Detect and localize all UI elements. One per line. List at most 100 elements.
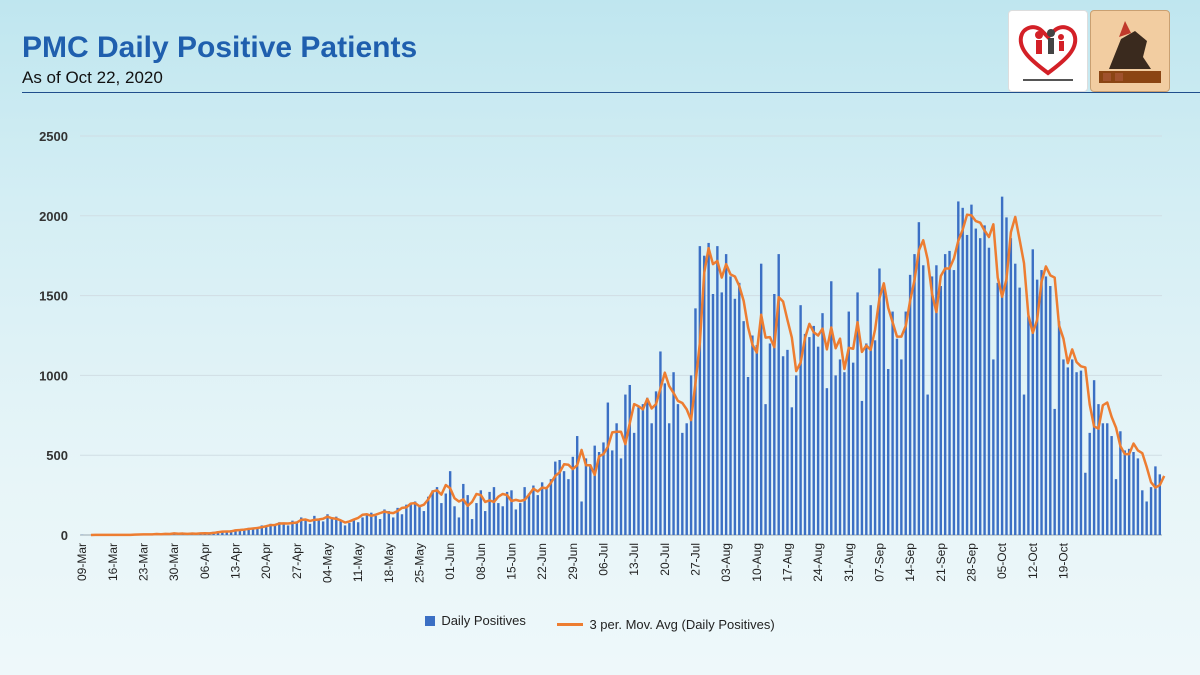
bar: [716, 246, 719, 535]
bar: [527, 493, 531, 535]
bar: [869, 305, 872, 535]
bar: [444, 493, 447, 535]
bar: [654, 391, 658, 535]
bar: [286, 525, 290, 535]
bar: [278, 522, 281, 535]
bar: [935, 265, 938, 535]
bar: [755, 345, 759, 535]
y-tick-label: 0: [61, 528, 68, 543]
bar: [580, 501, 583, 535]
bar: [711, 294, 715, 535]
y-tick-label: 2500: [39, 129, 68, 144]
bar: [330, 517, 334, 535]
bar: [418, 506, 421, 535]
bar: [304, 519, 307, 535]
y-tick-label: 500: [46, 448, 68, 463]
x-tick-label: 23-Mar: [137, 543, 151, 581]
legend-label-bars: Daily Positives: [441, 613, 526, 628]
bar: [917, 222, 921, 535]
bar: [724, 254, 728, 535]
bar: [847, 311, 850, 535]
legend-bar-swatch: [425, 615, 436, 626]
bar: [256, 527, 259, 535]
chart-legend: Daily Positives 3 per. Mov. Avg (Daily P…: [0, 613, 1200, 632]
bar: [400, 514, 404, 535]
bar: [365, 514, 369, 535]
x-tick-label: 06-Apr: [198, 543, 212, 579]
bar: [1070, 359, 1074, 535]
health-department-logo-icon: [1018, 25, 1078, 81]
bar: [440, 503, 443, 535]
bar: [672, 372, 675, 535]
x-tick-label: 01-Jun: [443, 543, 457, 580]
bar: [1066, 367, 1070, 535]
bar: [611, 450, 614, 535]
bar: [326, 514, 329, 535]
bar: [707, 242, 710, 535]
bar: [615, 423, 618, 535]
bar: [812, 325, 815, 535]
bar: [554, 461, 557, 535]
x-tick-label: 09-Mar: [75, 543, 89, 581]
bar: [1145, 501, 1148, 535]
bar: [619, 458, 623, 535]
bar: [764, 404, 767, 535]
bar: [961, 207, 964, 535]
bar: [698, 246, 702, 535]
bar: [536, 495, 539, 535]
bar: [983, 225, 986, 535]
bar: [1062, 359, 1065, 535]
bar: [422, 511, 426, 535]
bar: [409, 503, 412, 535]
bar: [685, 423, 688, 535]
bar: [1018, 287, 1021, 535]
bar: [979, 238, 982, 536]
bar: [803, 333, 807, 535]
bar: [742, 321, 745, 535]
x-tick-label: 17-Aug: [780, 543, 794, 582]
bar: [1000, 196, 1004, 535]
chart-subtitle: As of Oct 22, 2020: [22, 68, 163, 87]
bar: [260, 525, 263, 535]
bar: [965, 234, 969, 535]
bar: [667, 423, 671, 535]
bar: [392, 517, 395, 535]
bar: [808, 337, 811, 535]
bar: [922, 265, 925, 535]
bar: [1079, 370, 1083, 535]
x-tick-label: 22-Jun: [535, 543, 549, 580]
bar: [843, 372, 846, 535]
bar: [1141, 490, 1144, 535]
y-tick-label: 2000: [39, 209, 68, 224]
x-tick-label: 31-Aug: [842, 543, 856, 582]
legend-label-line: 3 per. Mov. Avg (Daily Positives): [589, 616, 775, 632]
bar: [786, 349, 789, 535]
bar: [352, 519, 355, 535]
bar: [374, 515, 377, 535]
bar: [501, 506, 504, 535]
bar: [545, 487, 548, 535]
bar: [834, 375, 837, 535]
bar: [558, 459, 561, 535]
bar: [628, 384, 631, 535]
bar: [448, 471, 452, 535]
bar: [335, 516, 338, 535]
pune-municipal-corporation-logo: [1090, 10, 1170, 92]
bar: [781, 356, 785, 535]
bar: [856, 292, 859, 535]
bar: [987, 247, 991, 535]
health-department-logo: [1008, 10, 1088, 92]
bar: [282, 523, 285, 535]
bar: [291, 520, 294, 535]
bar: [606, 402, 610, 535]
bar: [948, 250, 951, 536]
bar: [825, 388, 829, 535]
bar: [939, 286, 942, 535]
bar: [488, 491, 491, 535]
bar: [567, 479, 570, 535]
bar: [562, 471, 566, 535]
bar: [1053, 408, 1056, 535]
bar: [641, 404, 645, 535]
bar: [348, 523, 351, 535]
bar: [427, 496, 430, 535]
